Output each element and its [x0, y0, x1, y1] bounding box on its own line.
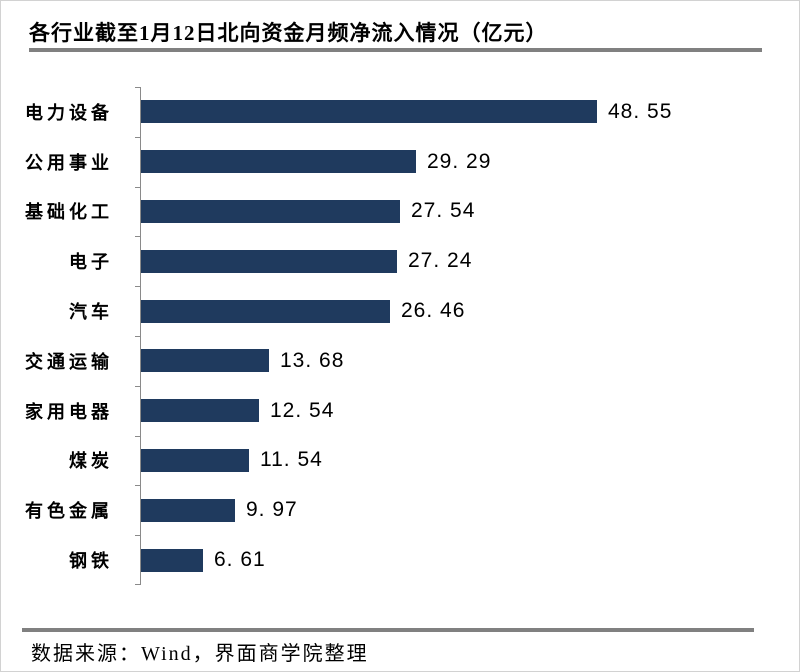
axis-tick	[135, 336, 140, 337]
axis-tick	[135, 136, 140, 138]
bar-row: 电子 27. 24	[1, 236, 799, 286]
title-underline	[29, 48, 762, 52]
bar	[141, 100, 597, 124]
category-label: 钢铁	[69, 551, 113, 572]
value-label: 48. 55	[608, 99, 673, 123]
value-label: 11. 54	[260, 448, 323, 472]
bar	[141, 249, 397, 273]
chart-title: 各行业截至1月12日北向资金月频净流入情况（亿元）	[29, 21, 548, 45]
data-source: 数据来源：Wind，界面商学院整理	[31, 643, 369, 665]
axis-tick	[135, 286, 140, 288]
bar-row: 钢铁 6. 61	[1, 535, 799, 585]
bar	[141, 150, 416, 174]
axis-tick	[135, 584, 140, 585]
bar	[141, 349, 269, 373]
value-label: 27. 24	[408, 249, 473, 273]
value-label: 29. 29	[427, 149, 492, 173]
axis-tick	[135, 385, 140, 387]
bar-row: 交通运输 13. 68	[1, 336, 799, 386]
bar-chart: 电力设备 48. 55 公用事业 29. 29 基础化工 27. 54 电子 2…	[1, 87, 799, 585]
bar	[141, 548, 203, 572]
bar-row: 公用事业 29. 29	[1, 137, 799, 187]
value-label: 12. 54	[270, 398, 335, 422]
category-label: 煤炭	[69, 451, 113, 472]
bar-row: 家用电器 12. 54	[1, 386, 799, 436]
bar-row: 电力设备 48. 55	[1, 87, 799, 137]
axis-tick	[135, 535, 140, 537]
bar-row: 有色金属 9. 97	[1, 485, 799, 535]
bar-row: 煤炭 11. 54	[1, 436, 799, 486]
category-label: 有色金属	[25, 501, 113, 522]
bar	[141, 399, 259, 423]
y-axis-line	[140, 87, 141, 585]
bar	[141, 299, 390, 323]
category-label: 基础化工	[25, 202, 113, 223]
bar	[141, 498, 235, 522]
category-label: 交通运输	[25, 351, 113, 372]
value-label: 9. 97	[246, 498, 298, 522]
bar	[141, 448, 249, 472]
category-label: 电子	[69, 252, 113, 273]
bar-rows: 电力设备 48. 55 公用事业 29. 29 基础化工 27. 54 电子 2…	[1, 87, 799, 585]
category-label: 家用电器	[25, 401, 113, 422]
bar	[141, 199, 400, 223]
category-label: 公用事业	[25, 152, 113, 173]
bar-row: 基础化工 27. 54	[1, 187, 799, 237]
axis-tick	[135, 186, 140, 188]
category-label: 电力设备	[25, 102, 113, 123]
footer-divider	[22, 628, 754, 632]
axis-tick	[135, 485, 140, 487]
axis-tick	[135, 435, 140, 437]
value-label: 27. 54	[411, 199, 476, 223]
value-label: 13. 68	[280, 348, 345, 372]
axis-tick	[135, 236, 140, 238]
bar-row: 汽车 26. 46	[1, 286, 799, 336]
value-label: 26. 46	[401, 299, 466, 323]
axis-tick	[135, 87, 140, 88]
value-label: 6. 61	[214, 548, 266, 572]
category-label: 汽车	[69, 302, 113, 323]
